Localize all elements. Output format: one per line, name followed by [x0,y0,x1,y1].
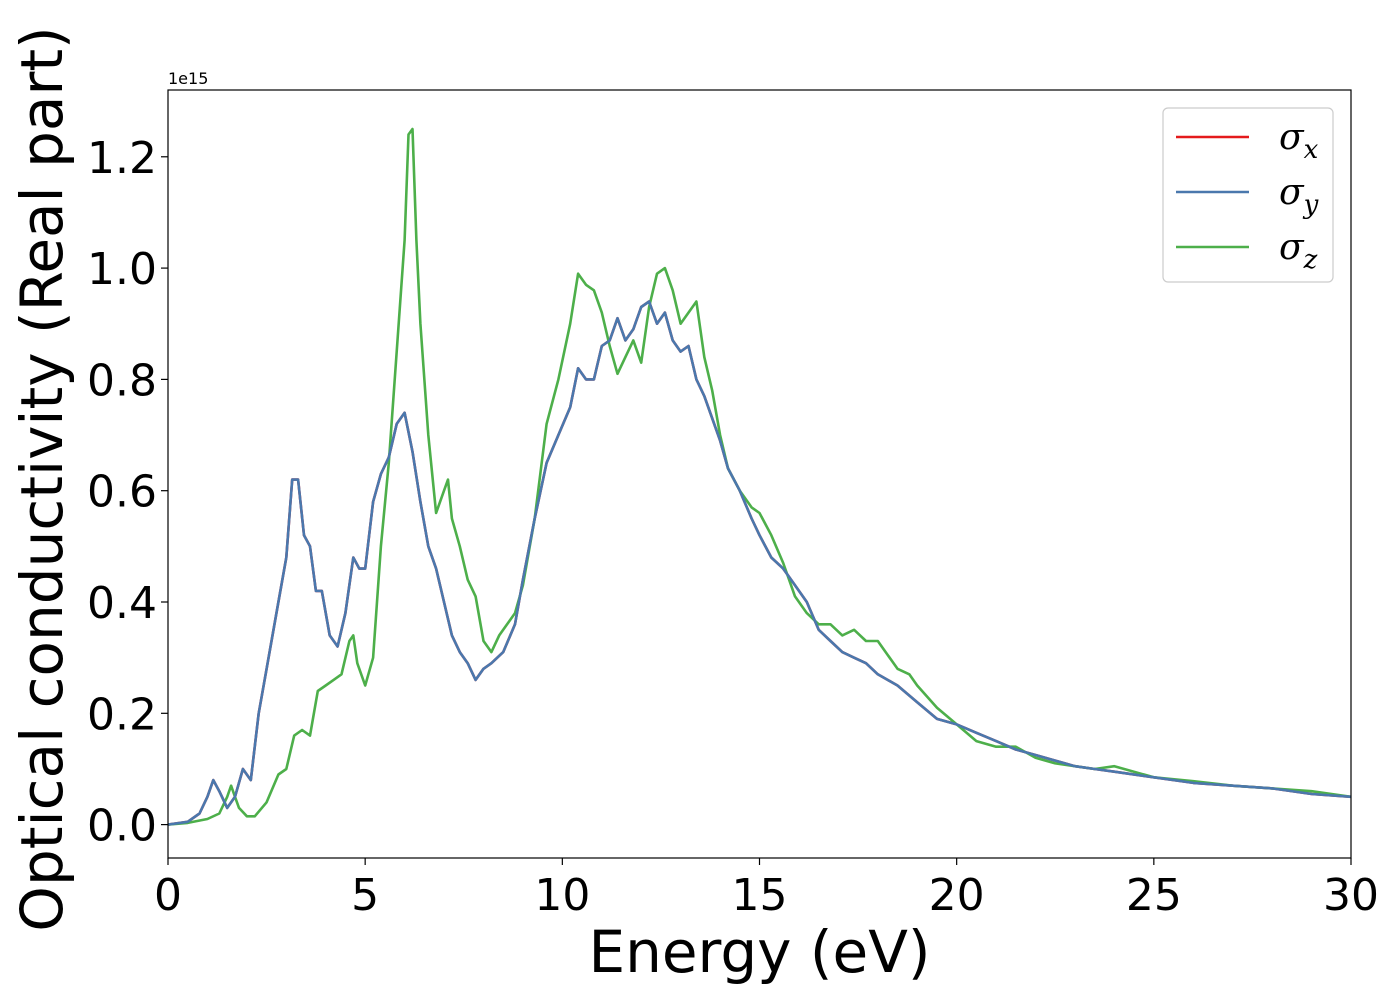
series-layer [168,127,1351,826]
x-tick-label: 25 [1126,870,1182,921]
legend-label-sigma-y: σy [1279,172,1319,220]
series-line-sigma-z [168,127,1351,826]
legend-label-sigma-z: σz [1279,227,1318,275]
x-tick-label: 15 [732,870,788,921]
y-tick-label: 0.0 [87,801,157,852]
x-tick-label: 5 [351,870,379,921]
y-axis-label: Optical conductivity (Real part) [8,26,76,931]
x-tick-label: 30 [1323,870,1379,921]
y-axis-offset-label: 1e15 [168,69,208,88]
y-tick-label: 0.2 [87,689,157,740]
x-axis-label: Energy (eV) [588,918,930,986]
y-tick-label: 0.8 [87,355,157,406]
y-tick-label: 1.0 [87,244,157,295]
x-tick-label: 20 [929,870,985,921]
y-tick-label: 0.6 [87,467,157,518]
y-tick-label: 1.2 [87,133,157,184]
series-line-sigma-y [168,300,1351,826]
legend: σx σy σz [1162,107,1334,283]
legend-box [1162,107,1334,283]
x-tick-label: 0 [154,870,182,921]
x-tick-label: 10 [534,870,590,921]
legend-label-sigma-x: σx [1279,117,1319,165]
y-axis-ticks: 0.0 0.2 0.4 0.6 0.8 1.0 1.2 [87,133,168,852]
y-tick-label: 0.4 [87,578,157,629]
x-axis-ticks: 0 5 10 15 20 25 30 [154,858,1379,921]
series-line-sigma-x [168,300,1351,826]
